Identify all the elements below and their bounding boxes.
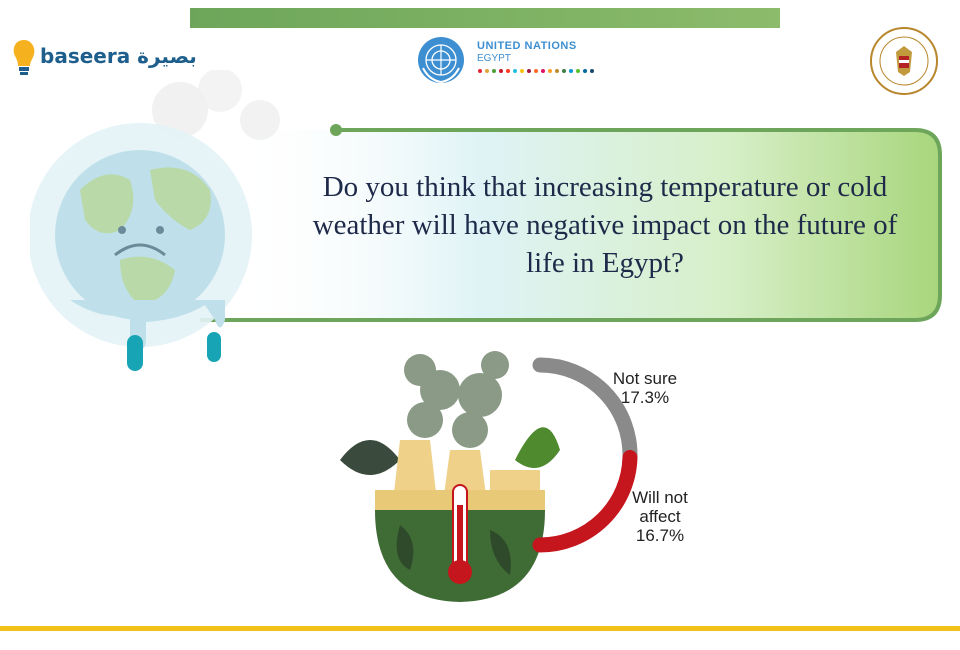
category-label-not-sure: Not sure <box>612 369 678 388</box>
ministry-environment-seal-icon <box>870 27 938 95</box>
bottom-rule <box>0 626 960 631</box>
sdg-dots-icon <box>478 69 594 73</box>
un-emblem-icon <box>418 37 464 84</box>
value-label-not-sure: 17.3% <box>620 388 670 407</box>
gauge-segment-not-sure <box>532 357 638 465</box>
value-label-will-not-affect: 16.7% <box>635 526 685 545</box>
survey-question: Do you think that increasing temperature… <box>312 171 898 279</box>
lightbulb-head-icon <box>13 40 35 75</box>
category-label-affect: affect <box>639 507 681 526</box>
label-will-not-affect: Will not affect 16.7% <box>620 488 700 545</box>
top-accent-bar <box>190 8 780 28</box>
label-not-sure: Not sure 17.3% <box>610 369 680 407</box>
gauge-segment-will-not-affect <box>532 449 638 553</box>
melting-earth-illustration <box>30 70 280 371</box>
un-egypt-logo: UNITED NATIONS EGYPT <box>415 34 605 86</box>
response-gauge <box>532 357 638 553</box>
un-country-text: EGYPT <box>477 53 511 64</box>
baseera-logo-text: baseera بصيرة <box>40 44 197 68</box>
category-label-will-not: Will not <box>632 488 688 507</box>
baseera-logo: baseera بصيرة <box>10 34 197 84</box>
un-name-text: UNITED NATIONS <box>477 40 577 52</box>
pollution-globe-illustration <box>340 351 560 602</box>
